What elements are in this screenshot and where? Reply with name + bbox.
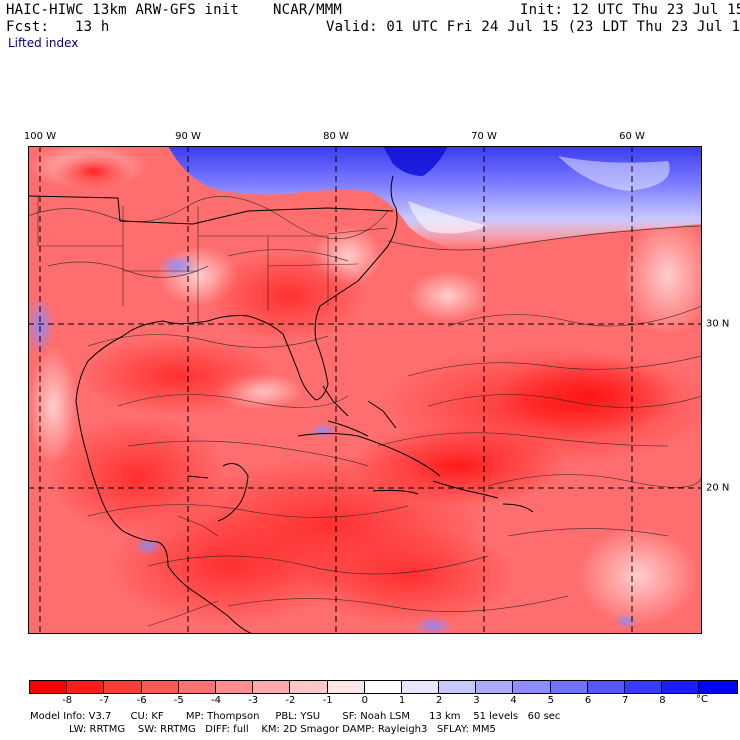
colorbar-swatch <box>67 681 105 693</box>
lon-label-80w: 80 W <box>323 131 349 142</box>
colorbar-tick: 0 <box>361 695 368 706</box>
colorbar-tick: 7 <box>622 695 629 706</box>
colorbar-swatch <box>104 681 142 693</box>
colorbar-swatch <box>625 681 663 693</box>
colorbar-tick: -4 <box>211 695 221 706</box>
valid-time: Valid: 01 UTC Fri 24 Jul 15 (23 LDT Thu … <box>326 19 740 35</box>
colorbar-swatch <box>215 681 254 693</box>
lifted-index-map <box>28 146 702 634</box>
colorbar-swatch <box>699 681 737 693</box>
coastlines <box>28 175 534 634</box>
colorbar-tick: -1 <box>322 695 333 706</box>
lat-label-20n: 20 N <box>706 482 730 494</box>
lon-label-60w: 60 W <box>619 131 645 142</box>
colorbar-swatch <box>364 681 402 693</box>
lat-lon-grid <box>28 146 702 634</box>
colorbar-unit: °C <box>696 694 708 705</box>
colorbar-tick: -8 <box>62 695 73 706</box>
colorbar-tick: -7 <box>99 695 110 706</box>
model-title: HAIC-HIWC 13km ARW-GFS init <box>6 2 239 18</box>
colorbar-swatch <box>30 681 68 693</box>
colorbar-swatch <box>662 681 700 693</box>
lon-label-100w: 100 W <box>23 131 57 142</box>
colorbar-tick: 8 <box>659 695 666 706</box>
model-info-line1: Model Info: V3.7 CU: KF MP: Thompson PBL… <box>30 711 561 722</box>
colorbar-swatch <box>550 681 588 693</box>
colorbar-tick: 1 <box>398 695 406 706</box>
colorbar-swatch <box>587 681 625 693</box>
colorbar-tick: 4 <box>510 695 517 706</box>
forecast-hour: Fcst: 13 h <box>6 19 110 35</box>
lifted-index-colorbar <box>29 680 738 694</box>
colorbar-swatch <box>253 681 291 693</box>
colorbar-tick: 5 <box>547 695 554 706</box>
lon-label-70w: 70 W <box>471 131 497 142</box>
colorbar-swatch <box>513 681 551 693</box>
stable-air-region <box>168 146 702 250</box>
colorbar-tick: 6 <box>584 695 592 706</box>
li-contours <box>28 196 702 612</box>
model-info-line2: LW: RRTMG SW: RRTMG DIFF: full KM: 2D Sm… <box>69 724 496 735</box>
colorbar-tick: 2 <box>436 695 443 706</box>
org-label: NCAR/MMM <box>273 2 343 18</box>
lat-label-30n: 30 N <box>706 318 730 330</box>
state-borders <box>37 196 389 627</box>
colorbar-swatch <box>290 681 328 693</box>
colorbar-swatch <box>439 681 477 693</box>
colorbar-swatch <box>327 681 365 693</box>
colorbar-tick: -6 <box>136 695 147 706</box>
colorbar-tick: -3 <box>248 695 259 706</box>
colorbar-swatch <box>141 681 179 693</box>
colorbar-swatch <box>401 681 440 693</box>
lon-label-90w: 90 W <box>175 131 201 142</box>
colorbar-tick: -2 <box>285 695 296 706</box>
field-name: Lifted index <box>8 36 79 50</box>
init-time: Init: 12 UTC Thu 23 Jul 15 <box>520 2 740 18</box>
colorbar-swatch <box>178 681 216 693</box>
colorbar-tick: 3 <box>473 695 480 706</box>
colorbar-tick: -5 <box>173 695 184 706</box>
colorbar-swatch <box>476 681 514 693</box>
